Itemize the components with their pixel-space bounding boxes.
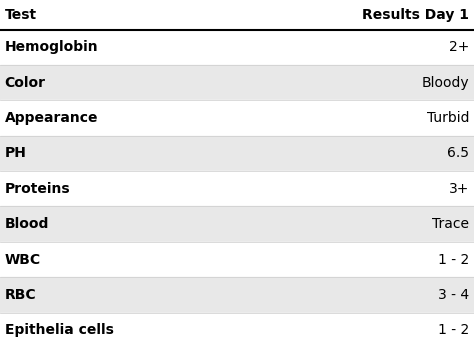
Text: Results Day 1: Results Day 1 [362, 8, 469, 22]
Text: 2+: 2+ [449, 40, 469, 54]
Text: Turbid: Turbid [427, 111, 469, 125]
Text: Hemoglobin: Hemoglobin [5, 40, 99, 54]
Text: Bloody: Bloody [422, 76, 469, 90]
Bar [0, 277, 474, 313]
Bar [0, 100, 474, 136]
Text: Trace: Trace [432, 217, 469, 231]
Text: 3 - 4: 3 - 4 [438, 288, 469, 302]
Text: 1 - 2: 1 - 2 [438, 323, 469, 337]
Text: Appearance: Appearance [5, 111, 98, 125]
Text: Epithelia cells: Epithelia cells [5, 323, 114, 337]
Text: 1 - 2: 1 - 2 [438, 253, 469, 267]
Bar [0, 136, 474, 171]
Bar [0, 242, 474, 277]
Text: Proteins: Proteins [5, 182, 70, 196]
Text: 6.5: 6.5 [447, 147, 469, 160]
Bar [0, 206, 474, 242]
Bar [0, 65, 474, 100]
Text: Test: Test [5, 8, 37, 22]
Bar [0, 30, 474, 65]
Bar [0, 171, 474, 206]
Bar [0, 313, 474, 348]
Text: WBC: WBC [5, 253, 41, 267]
Text: Color: Color [5, 76, 46, 90]
Text: 3+: 3+ [449, 182, 469, 196]
Text: Blood: Blood [5, 217, 49, 231]
Text: PH: PH [5, 147, 27, 160]
Bar [0, 0, 474, 30]
Text: RBC: RBC [5, 288, 36, 302]
